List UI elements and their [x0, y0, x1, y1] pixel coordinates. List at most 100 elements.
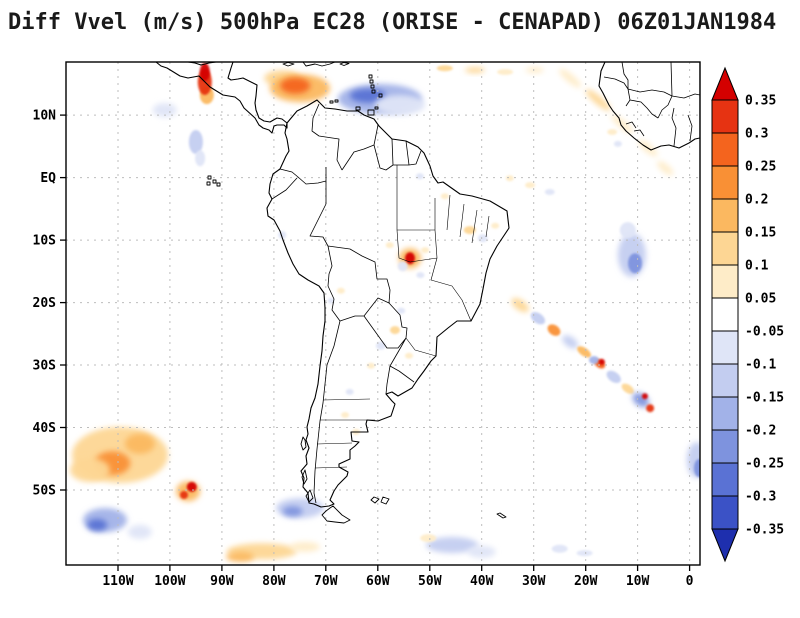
anomaly-patch [280, 77, 311, 94]
x-tick-label: 40W [470, 574, 494, 589]
islands [206, 62, 507, 524]
anomaly-patch [69, 458, 110, 482]
anomaly-patch [226, 551, 255, 562]
anomaly-patch [397, 261, 408, 272]
y-axis: 10N EQ 10S 20S 30S 40S 50S [33, 109, 66, 499]
colorbar-segment [711, 264, 739, 299]
anomaly-patch [641, 393, 648, 400]
anomaly-patch [598, 358, 605, 365]
x-tick-label: 30W [522, 574, 546, 589]
anomaly-patch [628, 253, 642, 274]
anomaly-patch [544, 189, 555, 195]
anomaly-patch [188, 130, 203, 154]
country-borders [271, 103, 422, 504]
anomaly-patch [124, 433, 155, 454]
basemap [155, 62, 700, 524]
anomaly-patch [375, 341, 386, 350]
x-tick-label: 0 [686, 574, 694, 589]
anomaly-patch [607, 129, 618, 135]
colorbar-label: -0.1 [745, 358, 776, 373]
x-tick-label: 70W [314, 574, 338, 589]
anomaly-patch [551, 544, 568, 553]
y-tick-label: 20S [33, 296, 57, 311]
anomaly-patch [619, 222, 636, 239]
anomaly-patch [589, 356, 599, 365]
africa-borders [603, 62, 700, 147]
x-tick-label: 110W [102, 574, 133, 589]
anomaly-patch [463, 226, 476, 235]
colorbar-label: 0.25 [745, 160, 776, 175]
anomaly-patch [416, 272, 425, 279]
colorbar: 0.35 0.3 0.25 0.2 0.15 0.1 0.05 -0.05 -0.1 -0.15 -… [711, 66, 784, 563]
colorbar-label: 0.1 [745, 259, 769, 274]
anomaly-field [69, 63, 700, 562]
y-tick-label: 30S [33, 359, 57, 374]
x-tick-label: 10W [626, 574, 650, 589]
colorbar-segment [711, 297, 739, 332]
colorbar-segment [711, 462, 739, 497]
anomaly-patch [505, 175, 514, 182]
coastline-central-america [155, 62, 288, 134]
anomaly-patch [525, 67, 544, 74]
anomaly-patch [694, 459, 700, 478]
anomaly-patch [497, 69, 514, 75]
anomaly-patch [547, 324, 561, 336]
x-tick-label: 90W [210, 574, 234, 589]
anomaly-patch [467, 545, 496, 558]
anomaly-patch [621, 383, 634, 394]
anomaly-patch [375, 95, 426, 116]
anomaly-patch [576, 550, 593, 557]
anomaly-patch [530, 312, 546, 325]
anomaly-patch [420, 534, 437, 543]
axes-and-colorbar-host: 110W 100W 90W 80W 70W 60W 50W 40W 30W 20W 10W 0 10N E… [33, 61, 784, 589]
plot-frame [65, 61, 701, 566]
coastline-africa [598, 62, 700, 151]
anomaly-patch [345, 388, 354, 395]
anomaly-layer-host [66, 62, 700, 565]
colorbar-label: 0.35 [745, 94, 776, 109]
anomaly-patch [152, 103, 177, 118]
anomaly-patch [577, 346, 592, 358]
anomaly-patch [349, 88, 386, 103]
anomaly-patch [415, 173, 424, 180]
anomaly-patch [290, 541, 320, 552]
y-tick-label: 40S [33, 421, 57, 436]
colorbar-segment [711, 396, 739, 431]
anomaly-patch [385, 242, 394, 249]
anomaly-patch [511, 298, 529, 313]
anomaly-patch [127, 524, 152, 539]
anomaly-patch [199, 63, 210, 81]
colorbar-label: 0.15 [745, 226, 776, 241]
colorbar-label: -0.25 [745, 457, 784, 472]
colorbar-label: -0.2 [745, 424, 776, 439]
anomaly-patch [610, 114, 634, 134]
colorbar-segment [711, 363, 739, 398]
colorbar-segment [711, 429, 739, 464]
colorbar-arrow-down [711, 528, 739, 563]
anomaly-patch [440, 193, 449, 200]
y-tick-label: 50S [33, 484, 57, 499]
y-tick-label: 10N [33, 109, 57, 124]
anomaly-patch [657, 161, 674, 176]
anomaly-patch [465, 67, 485, 74]
y-tick-label: 10S [33, 234, 57, 249]
colorbar-segment [711, 495, 739, 530]
x-axis: 110W 100W 90W 80W 70W 60W 50W 40W 30W 20W 10W 0 [102, 565, 694, 589]
x-tick-label: 80W [262, 574, 286, 589]
anomaly-patch [491, 222, 500, 229]
colorbar-segment [711, 99, 739, 134]
colorbar-label: -0.35 [745, 523, 784, 538]
anomaly-patch [613, 140, 622, 147]
anomaly-patch [421, 247, 430, 254]
colorbar-label: 0.3 [745, 127, 768, 142]
anomaly-patch [606, 370, 621, 384]
anomaly-patch [559, 68, 582, 88]
coastline-south-america [266, 99, 510, 508]
anomaly-patch [186, 481, 197, 492]
anomaly-patch [405, 352, 413, 359]
colorbar-label: -0.05 [745, 325, 784, 340]
anomaly-patch [367, 362, 375, 369]
anomaly-patch [397, 307, 406, 314]
colorbar-segment [711, 132, 739, 167]
